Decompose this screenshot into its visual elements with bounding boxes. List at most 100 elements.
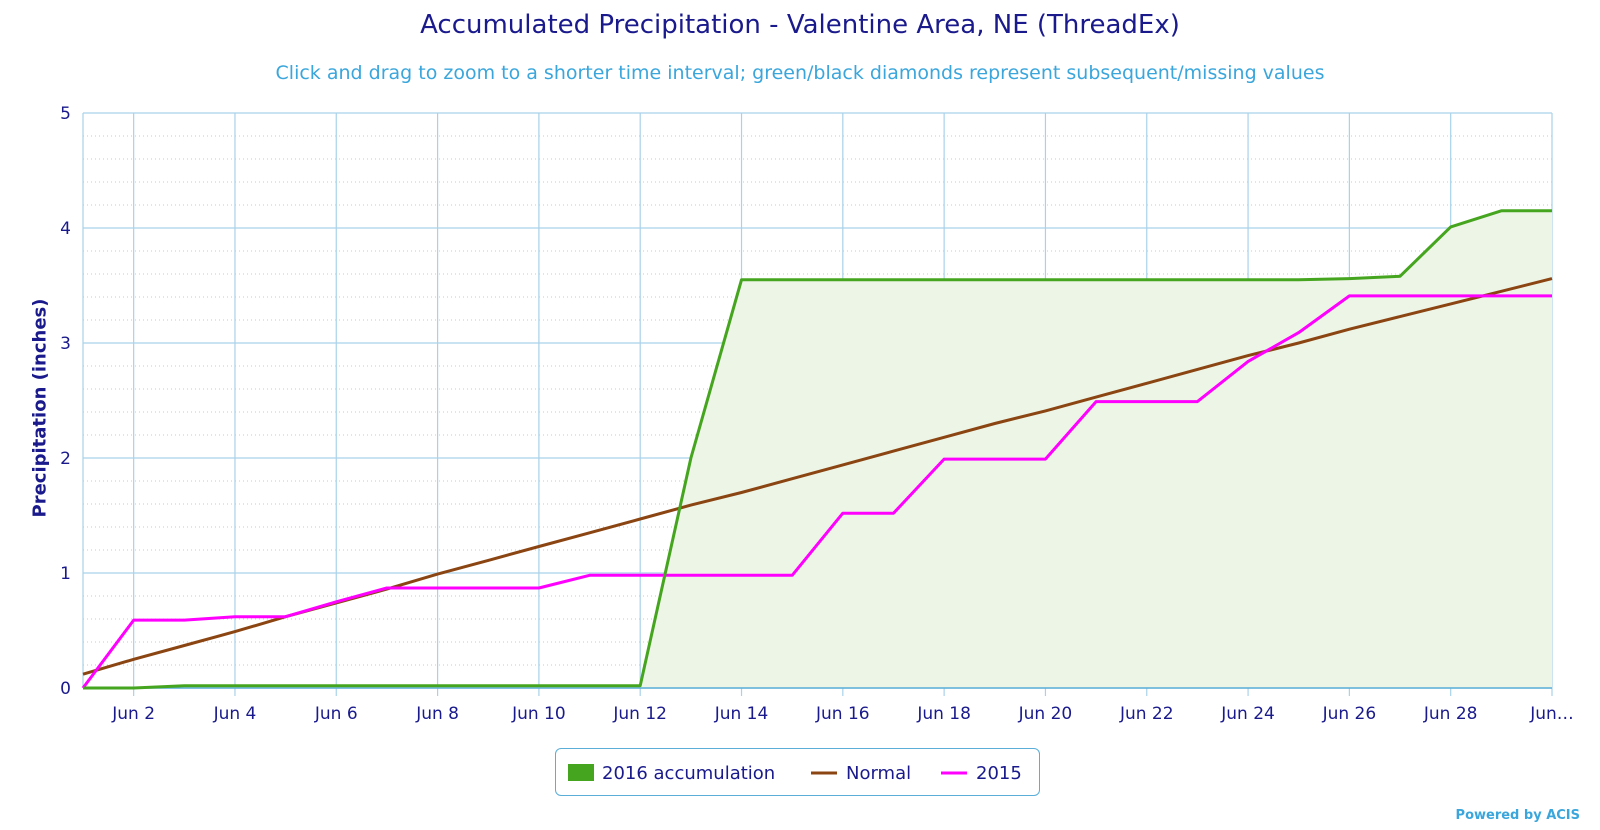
point-2016 <box>1093 277 1099 283</box>
y-tick-label: 0 <box>60 679 71 699</box>
point-2016 <box>688 455 694 461</box>
point-normal <box>1397 314 1403 320</box>
point-2016 <box>1397 273 1403 279</box>
point-2016 <box>890 277 896 283</box>
point-2015 <box>283 614 289 620</box>
point-2015 <box>1093 399 1099 405</box>
point-normal <box>587 530 593 536</box>
x-tick-label: Jun 26 <box>1322 704 1377 724</box>
legend: 2016 accumulation Normal 2015 <box>555 748 1040 796</box>
point-2015 <box>1448 293 1454 299</box>
point-normal <box>232 629 238 635</box>
point-2015 <box>485 585 491 591</box>
point-2015 <box>739 572 745 578</box>
point-2016 <box>485 683 491 689</box>
point-2016 <box>1194 277 1200 283</box>
x-tick-label: Jun 20 <box>1018 704 1073 724</box>
point-2016 <box>333 683 339 689</box>
point-2016 <box>840 277 846 283</box>
point-2016 <box>283 683 289 689</box>
point-normal <box>1296 340 1302 346</box>
point-2015 <box>1397 293 1403 299</box>
point-2016 <box>941 277 947 283</box>
x-tick-label: Jun 16 <box>815 704 870 724</box>
credit-link[interactable]: Powered by ACIS <box>1455 808 1580 823</box>
point-2016 <box>131 685 137 691</box>
point-2016 <box>1296 277 1302 283</box>
legend-label-2015[interactable]: 2015 <box>976 763 1022 784</box>
point-2015 <box>80 685 86 691</box>
point-normal <box>1245 353 1251 359</box>
x-tick-label: Jun 2 <box>111 704 155 724</box>
point-2015 <box>637 572 643 578</box>
point-2016 <box>1042 277 1048 283</box>
x-tick-label: Jun 8 <box>415 704 459 724</box>
point-2015 <box>789 572 795 578</box>
point-2015 <box>840 510 846 516</box>
point-2015 <box>1144 399 1150 405</box>
point-normal <box>131 656 137 662</box>
series-line-2015 <box>81 294 1552 689</box>
point-normal <box>890 448 896 454</box>
legend-label-normal[interactable]: Normal <box>846 763 911 784</box>
point-2015 <box>536 585 542 591</box>
point-2016 <box>181 683 187 689</box>
point-normal <box>485 557 491 563</box>
point-normal <box>1346 326 1352 332</box>
point-normal <box>435 571 441 577</box>
point-2016 <box>435 683 441 689</box>
point-normal <box>1042 408 1048 414</box>
point-2016 <box>1346 276 1352 282</box>
x-tick-label: Jun 6 <box>314 704 358 724</box>
y-tick-label: 4 <box>60 219 71 239</box>
area-2016-accumulation <box>83 210 1552 689</box>
point-2016 <box>232 683 238 689</box>
point-normal <box>739 490 745 496</box>
point-normal <box>941 434 947 440</box>
x-tick-label: Jun 12 <box>612 704 667 724</box>
x-tick-label: Jun 14 <box>714 704 769 724</box>
point-normal <box>1549 276 1555 282</box>
point-2016 <box>1448 224 1454 230</box>
x-tick-label: Jun 4 <box>213 704 257 724</box>
y-tick-label: 3 <box>60 334 71 354</box>
x-tick-label: Jun 28 <box>1423 704 1478 724</box>
chart-title: Accumulated Precipitation - Valentine Ar… <box>420 10 1180 40</box>
series-line-2016-accumulation <box>83 209 1552 690</box>
y-tick-label: 2 <box>60 449 71 469</box>
point-2015 <box>587 572 593 578</box>
point-normal <box>637 516 643 522</box>
x-tick-label: Jun… <box>1529 704 1574 724</box>
point-2016 <box>1549 208 1555 214</box>
point-normal <box>1194 366 1200 372</box>
point-normal <box>840 462 846 468</box>
x-tick-label: Jun 22 <box>1119 704 1174 724</box>
point-2016 <box>384 683 390 689</box>
y-tick-label: 5 <box>60 104 71 124</box>
point-2015 <box>1042 456 1048 462</box>
point-normal <box>536 544 542 550</box>
legend-label-2016[interactable]: 2016 accumulation <box>602 763 775 784</box>
point-2015 <box>1245 358 1251 364</box>
point-normal <box>1448 301 1454 307</box>
point-normal <box>789 476 795 482</box>
point-2015 <box>1498 293 1504 299</box>
point-2015 <box>435 585 441 591</box>
point-2015 <box>941 456 947 462</box>
x-tick-label: Jun 18 <box>916 704 971 724</box>
point-2016 <box>992 277 998 283</box>
point-2016 <box>587 683 593 689</box>
legend-swatch-2016[interactable] <box>568 764 594 781</box>
point-2016 <box>789 277 795 283</box>
point-2016 <box>1144 277 1150 283</box>
x-tick-label: Jun 10 <box>511 704 566 724</box>
point-2015 <box>1549 293 1555 299</box>
point-2015 <box>181 617 187 623</box>
y-tick-label: 1 <box>60 564 71 584</box>
point-2015 <box>384 585 390 591</box>
point-normal <box>181 642 187 648</box>
point-2015 <box>992 456 998 462</box>
point-2015 <box>1194 399 1200 405</box>
point-2016 <box>1245 277 1251 283</box>
